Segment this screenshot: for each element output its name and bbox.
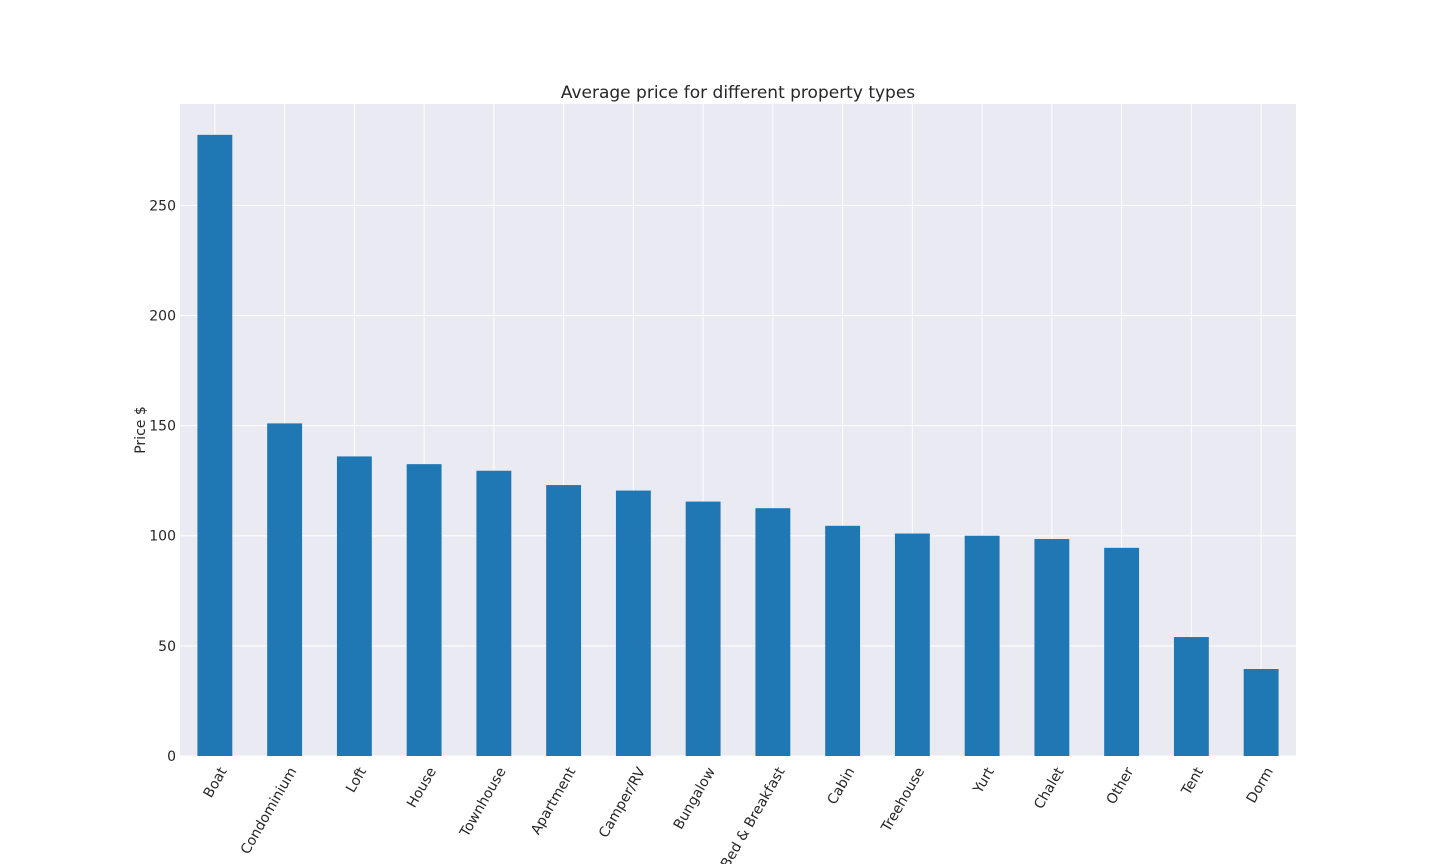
bar (825, 525, 861, 756)
bar (336, 456, 372, 756)
x-tick-label: House (404, 765, 440, 811)
x-tick-label: Apartment (528, 764, 580, 837)
x-tick-label: Condominium (238, 765, 301, 857)
x-tick-label: Townhouse (457, 765, 510, 841)
y-tick-label: 100 (149, 529, 176, 545)
y-tick-labels: 0 50 100 150 200 250 (149, 198, 176, 765)
x-tick-label: Dorm (1244, 765, 1277, 806)
y-tick-label: 250 (149, 198, 176, 214)
y-tick-label: 0 (167, 749, 176, 765)
bar (1034, 539, 1070, 756)
x-tick-label: Cabin (825, 765, 859, 808)
x-tick-label: Bungalow (671, 765, 719, 833)
x-tick-label: Chalet (1031, 764, 1068, 812)
x-tick-label: Loft (343, 764, 370, 795)
bar (1173, 637, 1209, 756)
x-tick-label: Treehouse (878, 765, 928, 836)
y-tick-label: 150 (149, 419, 176, 435)
bar (476, 470, 512, 756)
bar (685, 501, 721, 756)
bar (615, 490, 651, 756)
y-tick-label: 50 (158, 639, 176, 655)
x-tick-label: Other (1104, 765, 1138, 808)
x-tick-label: Bed & Breakfast (718, 764, 789, 864)
bar (197, 134, 233, 757)
y-tick-label: 200 (149, 308, 176, 324)
chart-title: Average price for different property typ… (561, 83, 915, 103)
bars (197, 134, 1279, 757)
bar (1243, 668, 1279, 756)
bar (1104, 547, 1140, 756)
x-tick-label: Boat (201, 764, 231, 800)
bar (894, 533, 930, 756)
bar (546, 485, 582, 756)
bar (755, 508, 791, 756)
x-tick-labels: Boat Condominium Loft House Townhouse Apartme… (201, 764, 1277, 868)
bar (964, 535, 1000, 756)
y-axis-label: Price $ (133, 406, 149, 454)
x-tick-label: Yurt (970, 764, 998, 797)
bar (406, 464, 442, 756)
x-tick-label: Tent (1178, 764, 1207, 799)
x-tick-label: Camper/RV (596, 764, 649, 840)
bar (267, 423, 303, 756)
